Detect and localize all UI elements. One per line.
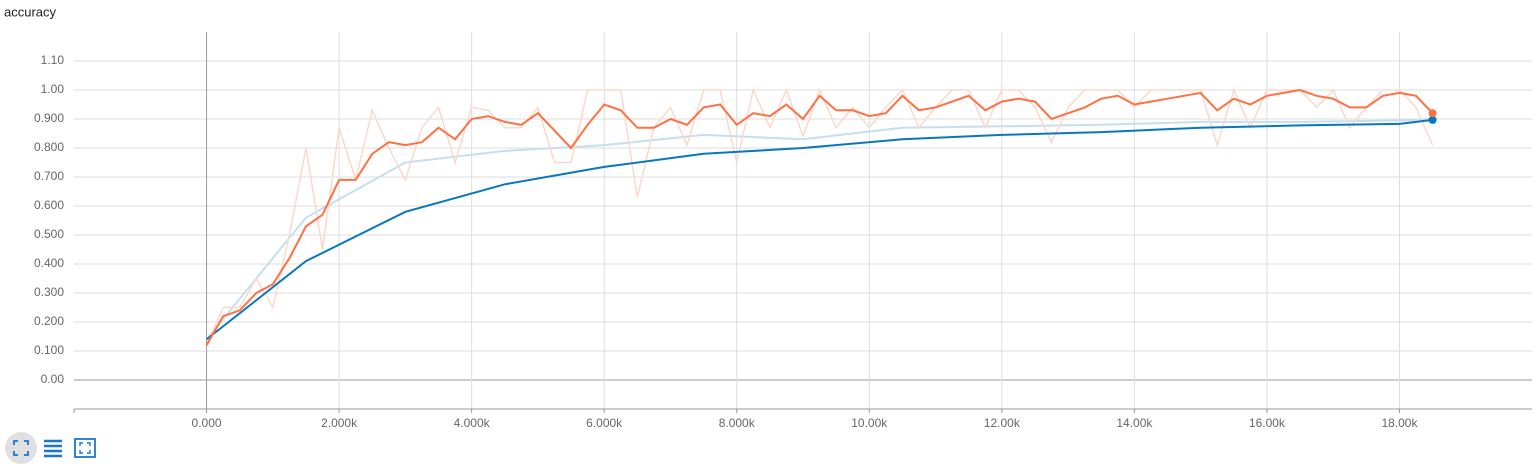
y-tick-label: 0.100 bbox=[34, 343, 64, 357]
series-line bbox=[205, 118, 1433, 341]
x-tick-label: 4.000k bbox=[454, 416, 491, 430]
x-tick-label: 12.00k bbox=[984, 416, 1021, 430]
fit-icon[interactable] bbox=[13, 440, 29, 456]
y-tick-label: 0.600 bbox=[34, 198, 64, 212]
y-tick-label: 0.900 bbox=[34, 111, 64, 125]
chart-title: accuracy bbox=[4, 4, 57, 19]
series-line bbox=[205, 87, 1434, 346]
y-tick-label: 0.500 bbox=[34, 227, 64, 241]
x-tick-label: 6.000k bbox=[586, 416, 623, 430]
x-tick-label: 10.00k bbox=[851, 416, 888, 430]
series-end-dot bbox=[1428, 115, 1437, 124]
y-tick-label: 0.300 bbox=[34, 285, 64, 299]
log-icon[interactable] bbox=[44, 439, 62, 458]
y-tick-label: 0.200 bbox=[34, 314, 64, 328]
y-tick-label: 0.800 bbox=[34, 140, 64, 154]
series-line bbox=[205, 88, 1434, 346]
select-icon-inner[interactable] bbox=[79, 442, 91, 454]
select-icon[interactable] bbox=[74, 438, 96, 458]
y-tick-label: 0.700 bbox=[34, 169, 64, 183]
y-tick-label: 0.00 bbox=[41, 372, 65, 386]
x-tick-label: 18.00k bbox=[1381, 416, 1418, 430]
y-tick-label: 1.00 bbox=[41, 82, 65, 96]
x-tick-label: 8.000k bbox=[719, 416, 756, 430]
series-end-dot bbox=[1428, 109, 1437, 118]
series-line bbox=[205, 118, 1433, 341]
x-tick-label: 0.000 bbox=[192, 416, 222, 430]
x-tick-label: 2.000k bbox=[321, 416, 358, 430]
x-tick-label: 14.00k bbox=[1116, 416, 1153, 430]
toolbar bbox=[5, 432, 96, 464]
fit-button-bg[interactable] bbox=[5, 432, 37, 464]
y-tick-label: 1.10 bbox=[41, 53, 65, 67]
y-tick-label: 0.400 bbox=[34, 256, 64, 270]
plot: 0.00 0.100 0.200 0.300 0.400 0.500 0.600 0.700 0… bbox=[34, 32, 1532, 430]
x-tick-label: 16.00k bbox=[1249, 416, 1286, 430]
